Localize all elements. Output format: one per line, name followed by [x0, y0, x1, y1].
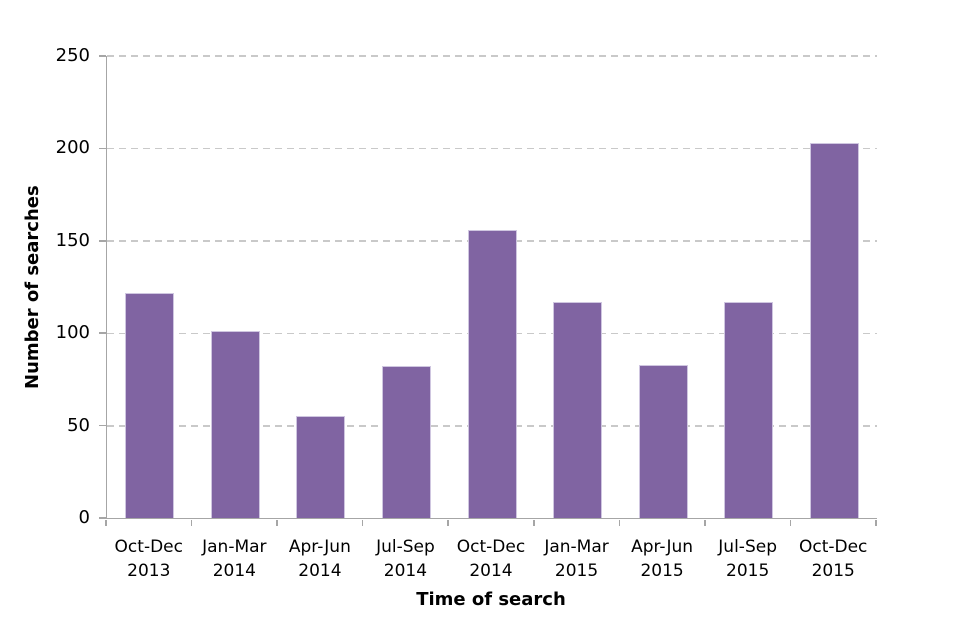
y-tick-mark-200: [99, 147, 106, 150]
y-tick-label-200: 200: [55, 137, 90, 159]
x-tick-mark-0: [105, 519, 107, 526]
gridline-250: [107, 55, 877, 57]
x-category-label-jan-mar-2014: Jan-Mar 2014: [192, 535, 278, 583]
y-tick-label-150: 150: [55, 229, 90, 251]
bar-oct-dec-2013: [125, 292, 175, 518]
x-tick-mark-8: [789, 519, 792, 526]
bar-jan-mar-2015: [553, 301, 603, 518]
x-category-quarter: Oct-Dec: [114, 537, 183, 557]
gridline-200: [107, 147, 877, 150]
x-category-year: 2015: [640, 561, 684, 581]
x-category-quarter: Jul-Sep: [376, 537, 435, 557]
y-tick-mark-50: [99, 424, 106, 427]
x-category-year: 2014: [383, 561, 428, 581]
x-category-year: 2014: [212, 561, 256, 581]
x-category-year: 2013: [127, 561, 171, 581]
y-tick-label-250: 250: [55, 45, 90, 66]
x-category-quarter: Apr-Jun: [631, 537, 694, 557]
x-tick-mark-9: [875, 519, 877, 526]
x-category-label-oct-dec-2014: Oct-Dec 2014: [448, 535, 534, 583]
plot-area: [106, 55, 877, 519]
bar-oct-dec-2014: [467, 229, 517, 518]
x-axis-title: Time of search: [416, 589, 566, 610]
y-tick-label-100: 100: [55, 322, 90, 344]
x-category-quarter: Jul-Sep: [718, 537, 777, 557]
x-category-label-apr-jun-2014: Apr-Jun 2014: [277, 535, 363, 583]
x-category-quarter: Oct-Dec: [456, 537, 526, 557]
x-category-label-oct-dec-2015: Oct-Dec 2015: [790, 535, 876, 583]
x-category-year: 2014: [469, 561, 513, 581]
x-tick-mark-3: [361, 519, 364, 526]
x-category-label-jul-sep-2014: Jul-Sep 2014: [363, 535, 449, 583]
x-category-year: 2015: [726, 561, 770, 581]
x-category-label-oct-dec-2013: Oct-Dec 2013: [106, 535, 192, 583]
x-category-quarter: Jan-Mar: [544, 537, 609, 557]
bar-oct-dec-2015: [809, 142, 859, 518]
y-tick-label-0: 0: [78, 507, 90, 528]
x-category-label-jul-sep-2015: Jul-Sep 2015: [705, 535, 791, 583]
bar-jan-mar-2014: [210, 331, 260, 518]
y-axis-title: Number of searches: [22, 185, 43, 389]
x-tick-mark-4: [447, 519, 449, 526]
x-category-quarter: Apr-Jun: [288, 537, 351, 557]
x-category-year: 2014: [298, 561, 342, 581]
bar-jul-sep-2014: [381, 366, 431, 518]
y-tick-label-50: 50: [67, 414, 90, 436]
y-tick-mark-0: [99, 517, 106, 519]
x-tick-mark-2: [276, 519, 278, 526]
bar-jul-sep-2015: [724, 301, 774, 518]
bar-apr-jun-2015: [638, 364, 688, 518]
x-category-label-apr-jun-2015: Apr-Jun 2015: [619, 535, 705, 583]
x-tick-mark-7: [704, 519, 706, 526]
x-tick-mark-1: [190, 519, 193, 526]
x-category-quarter: Jan-Mar: [202, 537, 267, 557]
x-tick-mark-6: [618, 519, 621, 526]
y-tick-mark-250: [99, 55, 106, 57]
y-tick-mark-150: [99, 240, 106, 242]
x-category-label-jan-mar-2015: Jan-Mar 2015: [534, 535, 620, 583]
x-category-year: 2015: [811, 561, 855, 581]
x-tick-mark-5: [533, 519, 535, 526]
bar-apr-jun-2014: [296, 416, 346, 518]
y-tick-mark-100: [99, 332, 106, 334]
x-category-year: 2015: [554, 561, 599, 581]
x-category-quarter: Oct-Dec: [798, 537, 868, 557]
